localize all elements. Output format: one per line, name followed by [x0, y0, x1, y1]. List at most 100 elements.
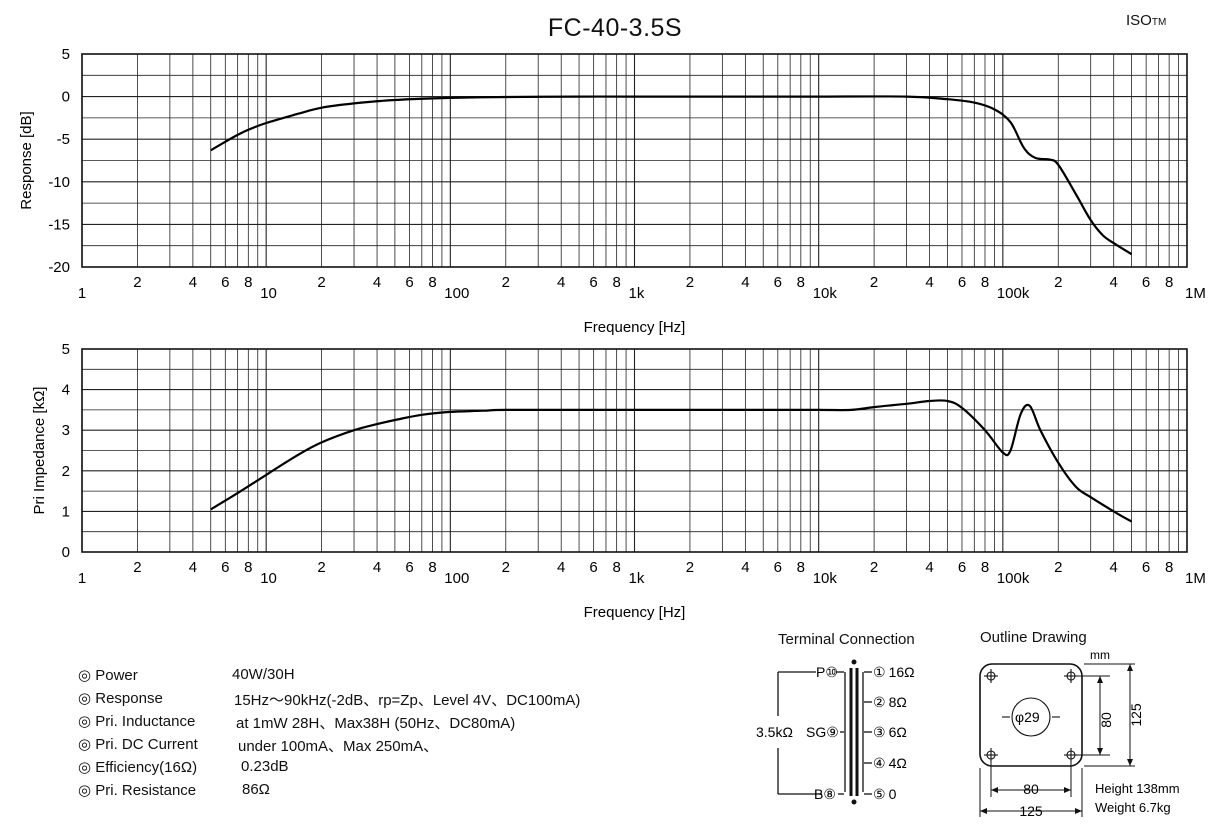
x-tick-label: 6 [774, 274, 782, 291]
x-tick-label: 4 [373, 559, 381, 576]
x-tick-label: 100k [997, 285, 1030, 302]
spec-value: 86Ω [242, 781, 270, 798]
x-axis-label: Frequency [Hz] [584, 319, 686, 336]
x-tick-label: 4 [1110, 559, 1118, 576]
x-tick-label: 2 [317, 274, 325, 291]
y-axis-label: Pri Impedance [kΩ] [31, 387, 48, 515]
y-tick-label: -15 [48, 216, 70, 233]
spec-label: ◎ Pri. DC Current [78, 736, 198, 753]
terminal-name: P [816, 664, 825, 680]
terminal-value: 8Ω [889, 694, 907, 710]
spec-label: ◎ Pri. Inductance [78, 713, 196, 730]
dim-outer-height: 125 [1128, 703, 1144, 727]
x-tick-label: 4 [741, 274, 749, 291]
plot-frame [81, 348, 1188, 553]
y-tick-label: 2 [62, 463, 70, 480]
terminal-secondary-4: ④ 4Ω [873, 755, 907, 771]
y-tick-label: 4 [62, 382, 70, 399]
x-tick-label: 8 [981, 274, 989, 291]
x-tick-label: 10 [260, 285, 277, 302]
x-tick-label: 6 [221, 274, 229, 291]
polarity-dot [851, 799, 857, 805]
terminal-num: ⑩ [825, 664, 838, 680]
terminal-value: 4Ω [889, 755, 907, 771]
brand-main: ISO [1126, 12, 1152, 29]
center-hole-label: φ29 [1015, 709, 1040, 725]
response-curve [210, 95, 1133, 256]
x-tick-label: 8 [428, 274, 436, 291]
terminal-primary-sg: SG⑨ [806, 724, 839, 740]
x-tick-label: 10 [260, 570, 277, 587]
polarity-dot [851, 659, 857, 665]
terminal-name: B [814, 786, 823, 802]
x-tick-label: 2 [1054, 274, 1062, 291]
spec-value: 0.23dB [241, 758, 289, 775]
x-tick-label: 8 [981, 559, 989, 576]
x-tick-label: 100 [444, 285, 469, 302]
x-tick-label: 6 [405, 559, 413, 576]
spec-label: ◎ Power [78, 667, 138, 684]
dim-outer-width: 125 [1019, 803, 1043, 819]
y-axis-label: Response [dB] [18, 111, 35, 209]
x-tick-label: 8 [1165, 274, 1173, 291]
plot-frame [81, 53, 1188, 268]
x-tick-label: 4 [741, 559, 749, 576]
terminal-secondary-1: ① 16Ω [873, 664, 915, 680]
x-tick-label: 2 [502, 274, 510, 291]
terminal-num: ⑤ [873, 786, 886, 802]
terminal-num: ⑧ [823, 786, 836, 802]
x-tick-label: 6 [589, 274, 597, 291]
y-tick-label: 5 [62, 46, 70, 63]
brand-suffix: TM [1151, 17, 1167, 28]
terminal-primary-b: B⑧ [814, 786, 836, 802]
y-tick-label: -5 [57, 131, 70, 148]
dim-inner-width: 80 [1023, 781, 1039, 797]
x-tick-label: 1k [629, 570, 645, 587]
x-tick-label: 6 [221, 559, 229, 576]
x-tick-label: 2 [502, 559, 510, 576]
x-tick-label: 2 [317, 559, 325, 576]
x-tick-label: 1M [1185, 570, 1206, 587]
x-tick-label: 6 [589, 559, 597, 576]
spec-value: 15Hz～90kHz(-2dB、rp=Zp、Level 4V、DC100mA) [234, 692, 581, 709]
x-tick-label: 6 [958, 274, 966, 291]
x-tick-label: 1 [78, 285, 86, 302]
impedance-curve [210, 399, 1133, 523]
spec-label: ◎ Response [78, 690, 163, 707]
spec-value: at 1mW 28H、Max38H (50Hz、DC80mA) [236, 715, 516, 732]
outline-unit: mm [1090, 648, 1110, 662]
x-tick-label: 8 [244, 274, 252, 291]
x-axis-label: Frequency [Hz] [584, 604, 686, 621]
x-tick-label: 8 [797, 559, 805, 576]
y-tick-label: -20 [48, 259, 70, 276]
x-tick-label: 4 [925, 559, 933, 576]
terminal-value: 6Ω [889, 724, 907, 740]
x-tick-label: 6 [774, 559, 782, 576]
spec-value: under 100mA、Max 250mA、 [238, 738, 439, 755]
spec-weight: Weight 6.7kg [1095, 800, 1171, 815]
spec-label: ◎ Efficiency(16Ω) [78, 759, 198, 776]
x-tick-label: 2 [870, 559, 878, 576]
dimension-lines [979, 663, 1135, 817]
terminal-num: ③ [873, 724, 886, 740]
x-tick-label: 4 [373, 274, 381, 291]
terminal-num: ① [873, 664, 886, 680]
brand-logo: ISOTM [1126, 12, 1166, 29]
terminal-secondary-2: ② 8Ω [873, 694, 907, 710]
x-tick-label: 8 [613, 274, 621, 291]
y-tick-label: 0 [62, 544, 70, 561]
terminal-value: 16Ω [889, 664, 915, 680]
x-tick-label: 2 [686, 274, 694, 291]
x-tick-label: 2 [686, 559, 694, 576]
x-tick-label: 4 [557, 559, 565, 576]
x-tick-label: 8 [797, 274, 805, 291]
x-tick-label: 8 [244, 559, 252, 576]
terminal-num: ⑨ [826, 724, 839, 740]
terminal-title: Terminal Connection [778, 631, 915, 648]
x-tick-label: 4 [557, 274, 565, 291]
